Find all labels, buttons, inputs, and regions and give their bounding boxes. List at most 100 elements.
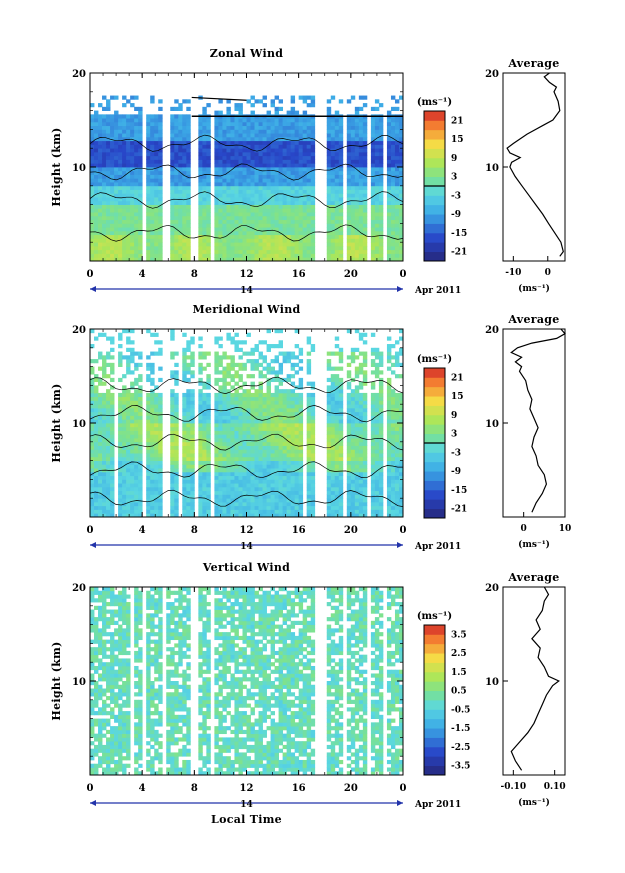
heatmap-cell <box>266 509 271 514</box>
heatmap-cell <box>346 460 352 465</box>
heatmap-cell <box>234 396 239 401</box>
heatmap-cell <box>310 486 316 492</box>
heatmap-cell <box>390 182 396 187</box>
heatmap-cell <box>218 136 223 142</box>
heatmap-cell <box>246 456 251 461</box>
heatmap-cell <box>274 434 279 439</box>
heatmap-cell <box>230 118 235 123</box>
heatmap-cell <box>350 498 356 503</box>
heatmap-cell <box>178 223 183 228</box>
heatmap-cell <box>182 407 187 413</box>
heatmap-cell <box>122 415 127 420</box>
heatmap-cell <box>262 182 267 187</box>
heatmap-cell <box>350 486 356 492</box>
heatmap-cell <box>274 167 279 172</box>
heatmap-cell <box>102 170 107 175</box>
heatmap-cell <box>214 140 219 145</box>
heatmap-cell <box>234 415 239 420</box>
heatmap-cell <box>278 377 284 383</box>
heatmap-cell <box>346 155 352 160</box>
heatmap-cell <box>234 133 239 138</box>
heatmap-cell <box>306 351 312 356</box>
heatmap-cell <box>150 249 155 254</box>
heatmap-cell <box>154 453 159 458</box>
heatmap-cell <box>390 121 396 127</box>
heatmap-cell <box>286 257 292 262</box>
heatmap-cell <box>238 340 243 345</box>
heatmap-cell <box>378 163 384 168</box>
heatmap-cell <box>302 197 308 202</box>
heatmap-cell <box>118 133 123 138</box>
heatmap-cell <box>94 133 99 138</box>
heatmap-cell <box>146 392 151 398</box>
heatmap-cell <box>326 197 332 202</box>
heatmap-cell <box>302 185 308 190</box>
heatmap-cell <box>106 163 111 168</box>
heatmap-cell <box>158 494 163 499</box>
heatmap-cell <box>270 155 275 160</box>
heatmap-cell <box>282 133 288 138</box>
heatmap-cell <box>362 253 368 258</box>
heatmap-cell <box>346 257 352 262</box>
heatmap-cell <box>110 426 115 431</box>
heatmap-cell <box>378 151 384 157</box>
heatmap-cell <box>246 498 251 503</box>
heatmap-cell <box>310 204 316 209</box>
heatmap-cell <box>102 407 107 413</box>
heatmap-cell <box>130 449 135 454</box>
heatmap-cell <box>206 449 211 454</box>
heatmap-cell <box>94 227 99 232</box>
heatmap-cell <box>154 490 159 495</box>
heatmap-cell <box>190 483 195 488</box>
heatmap-cell <box>282 215 288 221</box>
heatmap-cell <box>214 159 219 164</box>
heatmap-cell <box>262 197 267 202</box>
colorbar-segment <box>424 232 445 243</box>
heatmap-cell <box>306 204 312 209</box>
heatmap-cell <box>306 430 312 435</box>
heatmap-cell <box>202 453 207 458</box>
heatmap-cell <box>330 505 336 510</box>
heatmap-cell <box>298 505 304 510</box>
heatmap-cell <box>330 242 336 247</box>
heatmap-cell <box>126 407 131 413</box>
heatmap-cell <box>374 163 380 168</box>
heatmap-cell <box>350 242 356 247</box>
heatmap-cell <box>306 118 312 123</box>
heatmap-cell <box>134 381 139 386</box>
heatmap-cell <box>326 144 332 149</box>
heatmap-cell <box>114 212 119 217</box>
heatmap-cell <box>270 118 275 123</box>
heatmap-cell <box>106 230 111 236</box>
heatmap-cell <box>330 121 336 127</box>
heatmap-cell <box>206 377 211 383</box>
heatmap-cell <box>230 208 235 213</box>
heatmap-cell <box>110 227 115 232</box>
heatmap-cell <box>130 219 135 224</box>
heatmap-cell <box>182 151 187 157</box>
heatmap-cell <box>190 464 195 469</box>
heatmap-cell <box>306 159 312 164</box>
heatmap-cell <box>246 486 251 492</box>
heatmap-cell <box>202 197 207 202</box>
heatmap-cell <box>114 151 119 157</box>
heatmap-cell <box>218 411 223 416</box>
heatmap-cell <box>338 400 344 405</box>
heatmap-cell <box>90 381 95 386</box>
heatmap-cell <box>174 351 179 356</box>
heatmap-cell <box>278 344 284 349</box>
heatmap-cell <box>254 441 259 446</box>
heatmap-cell <box>234 426 239 431</box>
heatmap-cell <box>286 453 292 458</box>
heatmap-cell <box>170 475 175 480</box>
heatmap-cell <box>218 230 223 236</box>
heatmap-cell <box>206 438 211 443</box>
heatmap-cell <box>150 494 155 499</box>
heatmap-cell <box>350 197 356 202</box>
heatmap-cell <box>250 215 255 221</box>
heatmap-cell <box>386 151 392 157</box>
heatmap-cell <box>282 505 288 510</box>
heatmap-cell <box>126 253 131 258</box>
heatmap-cell <box>274 204 279 209</box>
heatmap-cell <box>246 513 251 518</box>
